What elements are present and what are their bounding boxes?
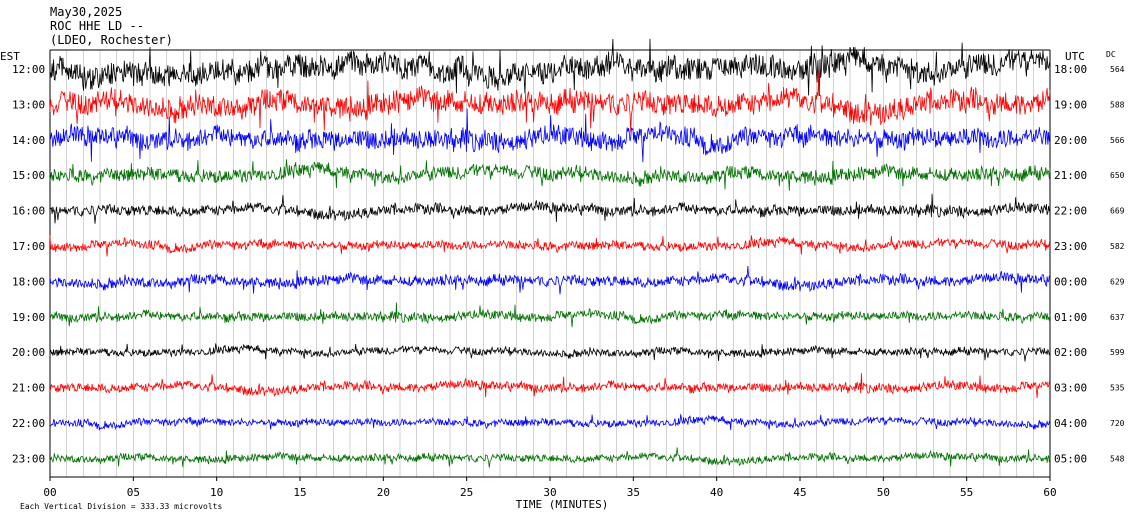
est-time-label: 13:00 xyxy=(12,98,45,111)
vertical-division-note: Each Vertical Division = 333.33 microvol… xyxy=(20,502,222,511)
utc-time-label: 21:00 xyxy=(1054,169,1087,182)
utc-time-label: 20:00 xyxy=(1054,134,1087,147)
dc-value: 566 xyxy=(1110,136,1125,145)
seismic-trace-1800 xyxy=(49,265,1051,295)
x-tick-label: 05 xyxy=(127,486,140,499)
seismic-trace-1600 xyxy=(49,193,1051,224)
x-tick-label: 60 xyxy=(1043,486,1056,499)
right-zone-label: UTC xyxy=(1065,50,1085,63)
est-time-label: 23:00 xyxy=(12,452,45,465)
utc-time-label: 18:00 xyxy=(1054,63,1087,76)
dc-header: DC xyxy=(1106,50,1116,59)
est-time-label: 15:00 xyxy=(12,169,45,182)
seismic-trace-1900 xyxy=(49,302,1051,328)
x-tick-label: 25 xyxy=(460,486,473,499)
utc-time-label: 19:00 xyxy=(1054,98,1087,111)
seismic-trace-1400 xyxy=(49,108,1051,163)
dc-value: 564 xyxy=(1110,65,1125,74)
dc-value: 582 xyxy=(1110,242,1125,251)
x-tick-label: 10 xyxy=(210,486,223,499)
seismic-trace-2000 xyxy=(49,343,1051,362)
right-time-labels: 18:00 19:00 20:00 21:00 22:00 23:00 00:00 01:00… xyxy=(1054,63,1087,465)
est-time-label: 18:00 xyxy=(12,275,45,288)
dc-value: 588 xyxy=(1110,100,1125,109)
est-time-label: 20:00 xyxy=(12,346,45,359)
dc-value: 548 xyxy=(1110,454,1125,463)
dc-value: 650 xyxy=(1110,171,1125,180)
header-date: May30,2025 xyxy=(50,5,122,19)
est-time-label: 22:00 xyxy=(12,417,45,430)
minute-grid xyxy=(66,50,1034,477)
x-tick-label: 45 xyxy=(793,486,806,499)
utc-time-label: 02:00 xyxy=(1054,346,1087,359)
est-time-label: 12:00 xyxy=(12,63,45,76)
x-tick-label: 50 xyxy=(877,486,890,499)
dc-value: 535 xyxy=(1110,384,1125,393)
x-tick-labels: 00 05 10 15 20 25 30 35 40 45 50 55 60 xyxy=(43,477,1057,499)
est-time-label: 14:00 xyxy=(12,134,45,147)
dc-value: 599 xyxy=(1110,348,1125,357)
x-tick-label: 30 xyxy=(543,486,556,499)
seismic-trace-2100 xyxy=(49,373,1051,399)
dc-value: 629 xyxy=(1110,277,1125,286)
utc-time-label: 03:00 xyxy=(1054,382,1087,395)
utc-time-label: 01:00 xyxy=(1054,311,1087,324)
dc-value: 637 xyxy=(1110,313,1125,322)
x-tick-label: 20 xyxy=(377,486,390,499)
x-tick-label: 55 xyxy=(960,486,973,499)
x-tick-label: 35 xyxy=(627,486,640,499)
seismic-trace-1200 xyxy=(49,38,1051,96)
dc-value: 669 xyxy=(1110,207,1125,216)
est-time-label: 19:00 xyxy=(12,311,45,324)
utc-time-label: 05:00 xyxy=(1054,452,1087,465)
trace-group xyxy=(49,38,1051,468)
seismic-trace-2200 xyxy=(49,414,1051,432)
left-zone-label: EST xyxy=(0,50,20,63)
x-tick-label: 15 xyxy=(293,486,306,499)
est-time-label: 21:00 xyxy=(12,382,45,395)
header-station: ROC HHE LD -- xyxy=(50,19,144,33)
x-tick-label: 40 xyxy=(710,486,723,499)
x-axis-title: TIME (MINUTES) xyxy=(516,498,609,511)
dc-value: 720 xyxy=(1110,419,1125,428)
est-time-label: 16:00 xyxy=(12,205,45,218)
seismic-trace-1700 xyxy=(49,235,1051,257)
seismic-trace-1500 xyxy=(49,159,1051,191)
utc-time-label: 23:00 xyxy=(1054,240,1087,253)
x-tick-label: 00 xyxy=(43,486,56,499)
utc-time-label: 04:00 xyxy=(1054,417,1087,430)
dc-values: 564 588 566 650 669 582 629 637 599 535 720 548 xyxy=(1110,65,1125,463)
seismic-trace-2300 xyxy=(49,447,1051,468)
est-time-label: 17:00 xyxy=(12,240,45,253)
header-network: (LDEO, Rochester) xyxy=(50,33,173,47)
utc-time-label: 00:00 xyxy=(1054,275,1087,288)
utc-time-label: 22:00 xyxy=(1054,205,1087,218)
left-time-labels: 12:00 13:00 14:00 15:00 16:00 17:00 18:00 19:00… xyxy=(12,63,45,465)
seismic-trace-1300 xyxy=(49,71,1051,133)
